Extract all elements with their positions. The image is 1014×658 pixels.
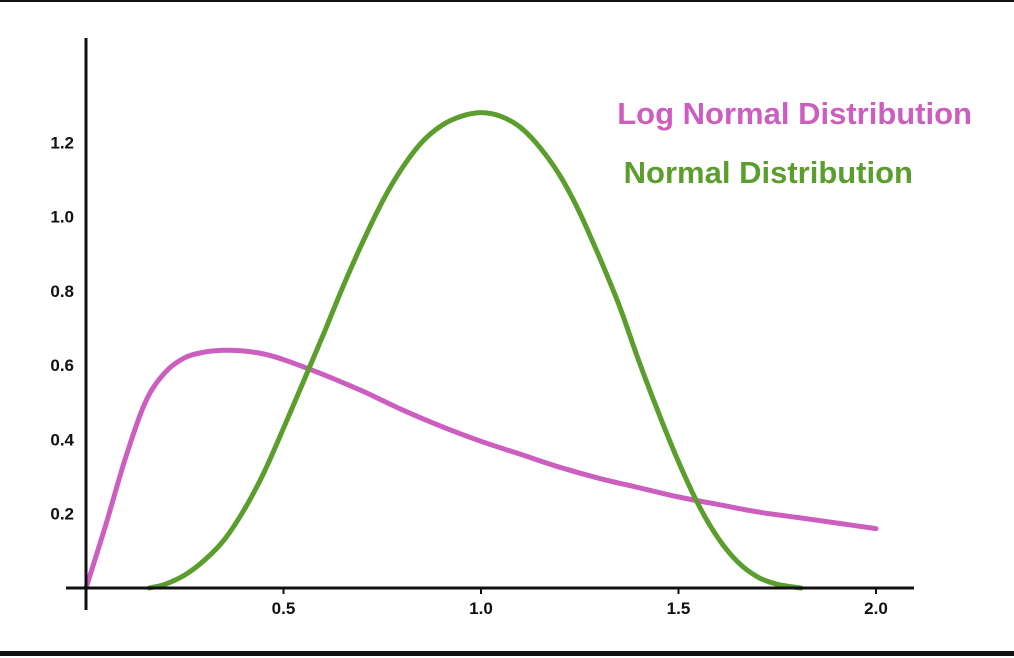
y-tick-label: 0.2 [50, 505, 74, 524]
y-tick-label: 1.0 [50, 208, 74, 227]
x-tick-label: 2.0 [864, 599, 888, 618]
x-tick-label: 1.0 [469, 599, 493, 618]
y-tick-label: 0.4 [50, 430, 74, 449]
axes-layer [66, 38, 914, 610]
y-tick-label: 1.2 [50, 133, 74, 152]
x-tick-label: 1.5 [667, 599, 691, 618]
x-tick-label: 0.5 [272, 599, 296, 618]
y-tick-label: 0.6 [50, 356, 74, 375]
legend-label-normal: Normal Distribution [624, 155, 913, 190]
legend-label-log-normal: Log Normal Distribution [617, 96, 972, 131]
series-layer [83, 110, 879, 591]
series-line-normal [146, 110, 804, 591]
legend: Log Normal Distribution Normal Distribut… [617, 96, 972, 190]
series-line-log-normal [83, 347, 879, 591]
ticks-layer: 0.5 1.0 1.5 2.0 0.2 0.4 0.6 0.8 1.0 1.2 [50, 133, 887, 618]
y-tick-label: 0.8 [50, 282, 74, 301]
